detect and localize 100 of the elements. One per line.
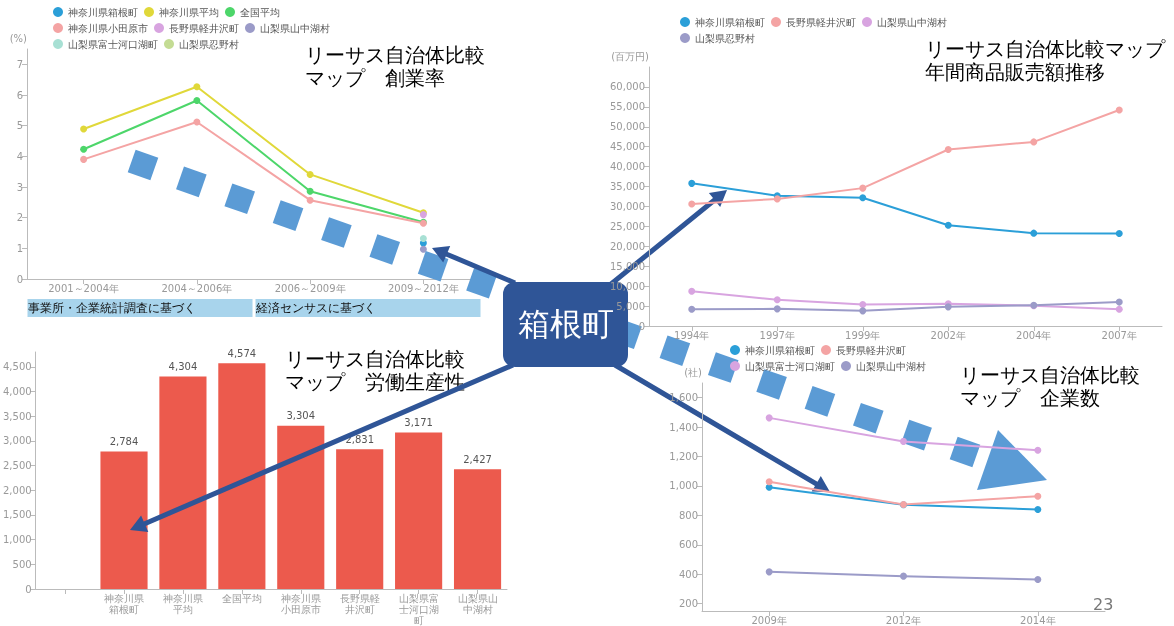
bar — [336, 449, 384, 589]
y-tick-label: 4,000 — [2, 386, 32, 397]
bar — [277, 425, 325, 589]
data-label: 4,304 — [168, 360, 198, 372]
point — [1030, 229, 1038, 237]
y-tick-label: 4 — [16, 150, 23, 162]
x-tick-label: 山梨県富士河口湖町 — [398, 593, 439, 626]
y-tick-label: 4,500 — [2, 361, 32, 373]
legend-label: 山梨県富士河口湖町 — [745, 360, 835, 372]
x-tick-label: 1994年 — [674, 330, 710, 341]
legend-label: 長野県軽井沢町 — [169, 22, 239, 34]
point — [80, 145, 88, 153]
y-tick-label: 55,000 — [610, 101, 645, 113]
y-tick-label: 0 — [25, 583, 32, 595]
point — [944, 221, 952, 229]
point — [773, 296, 781, 304]
y-tick-label: 500 — [12, 558, 32, 570]
y-tick-label: 0 — [16, 273, 23, 285]
legend-label: 山梨県富士河口湖町 — [68, 38, 158, 50]
y-tick-label: 600 — [678, 539, 698, 551]
point — [1115, 106, 1123, 114]
point — [765, 478, 773, 486]
y-tick-label: 3,500 — [2, 410, 32, 422]
legend-label: 神奈川県箱根町 — [745, 344, 815, 356]
x-tick-label: 2009年 — [751, 615, 787, 626]
y-tick-label: 6 — [16, 89, 23, 101]
legend-label: 山梨県山中湖村 — [260, 22, 330, 34]
chart-title: リーサス自治体比較マップ年間商品販売額推移 — [925, 36, 1166, 84]
x-tick-label: 2012年 — [885, 615, 922, 626]
y-tick-label: 1 — [16, 242, 23, 254]
x-tick-label: 長野県軽井沢町 — [339, 593, 380, 615]
y-tick-label: 50,000 — [610, 121, 645, 133]
data-label: 3,304 — [286, 410, 316, 422]
point — [1034, 446, 1042, 454]
y-tick-label: 30,000 — [610, 200, 645, 212]
point — [688, 287, 696, 295]
y-tick-label: 60,000 — [610, 81, 645, 93]
point — [859, 194, 867, 202]
y-tick-label: 2,500 — [2, 460, 32, 472]
point — [688, 200, 696, 208]
y-tick-label: 2 — [16, 212, 23, 224]
x-tick-label: 神奈川県箱根町 — [104, 593, 145, 615]
legend-label: 山梨県忍野村 — [179, 38, 239, 50]
bar — [218, 363, 266, 589]
x-tick-label: 神奈川県平均 — [162, 593, 203, 615]
y-tick-label: 1,500 — [2, 509, 32, 521]
x-tick-label: 2007年 — [1101, 330, 1137, 341]
point — [1115, 230, 1123, 238]
y-tick-label: 5 — [16, 120, 23, 132]
data-label: 2,784 — [109, 436, 139, 448]
y-tick-label: 200 — [678, 598, 698, 610]
point — [765, 568, 773, 576]
point — [773, 305, 781, 313]
y-tick-label: 20,000 — [610, 240, 645, 252]
point — [193, 83, 201, 91]
legend-label: 全国平均 — [240, 6, 280, 18]
x-tick-label: 2004年 — [1016, 330, 1052, 341]
y-tick-label: 1,000 — [669, 480, 698, 492]
x-tick-label: 2014年 — [1020, 615, 1056, 626]
chart-title: リーサス自治体比較マップ 企業数 — [960, 362, 1140, 410]
y-tick-label: 400 — [678, 568, 698, 580]
x-tick-label: 1997年 — [759, 330, 795, 341]
y-axis-title: (百万円) — [611, 50, 650, 62]
point — [306, 170, 314, 178]
y-axis-title: (社) — [684, 366, 703, 378]
point — [859, 300, 867, 308]
point — [1030, 138, 1038, 146]
legend-label: 神奈川県箱根町 — [695, 16, 765, 28]
legend-label: 神奈川県箱根町 — [68, 6, 138, 18]
y-tick-label: 2,000 — [2, 484, 32, 496]
y-tick-label: 1,200 — [669, 451, 698, 463]
x-tick-label: 2006～2009年 — [274, 283, 346, 294]
point — [80, 125, 88, 133]
bar — [395, 432, 443, 589]
legend-label: 山梨県山中湖村 — [856, 360, 926, 372]
point — [688, 179, 696, 187]
x-tick-label: 2004～2006年 — [161, 283, 233, 294]
bar — [453, 469, 502, 589]
bar — [100, 451, 148, 589]
point — [306, 196, 314, 204]
y-tick-label: 40,000 — [610, 161, 645, 173]
legend-label: 山梨県山中湖村 — [877, 16, 947, 28]
point — [193, 118, 201, 126]
text: 事業所・企業統計調査に基づく — [27, 301, 196, 315]
x-tick-label: 全国平均 — [221, 593, 262, 604]
y-tick-label: 1,000 — [2, 534, 32, 546]
point — [1115, 298, 1123, 306]
y-tick-label: 3 — [16, 181, 23, 193]
x-tick-label: 2001～2004年 — [48, 283, 120, 294]
y-tick-label: 25,000 — [610, 220, 645, 232]
data-label: 3,171 — [404, 416, 433, 428]
legend-label: 神奈川県小田原市 — [68, 22, 148, 34]
y-tick-label: 800 — [678, 509, 698, 521]
point — [1115, 305, 1123, 313]
point — [193, 97, 201, 105]
chart-title: リーサス自治体比較マップ 創業率 — [305, 42, 485, 90]
y-axis-title: (%) — [9, 32, 28, 44]
x-tick-label: 山梨県山中湖村 — [457, 593, 498, 615]
legend-label: 長野県軽井沢町 — [786, 16, 856, 28]
x-tick-label: 2009～2012年 — [387, 283, 459, 294]
